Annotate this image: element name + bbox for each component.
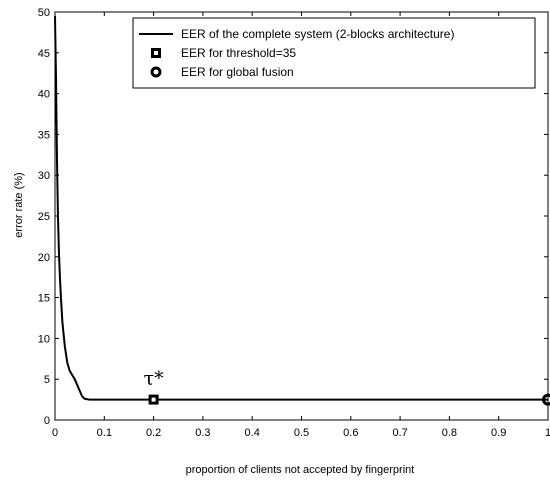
x-axis-label: proportion of clients not accepted by fi… [186,464,415,476]
axes: 0 0.1 0.2 0.3 0.4 0.5 0.6 0.7 0.8 0.9 105101520253… [38,7,550,439]
x-tick-label: 0.7 [392,427,407,439]
x-tick-label: 0.2 [146,427,161,439]
x-tick-label: 0.1 [97,427,112,439]
x-tick-label: 0 [52,427,58,439]
square-marker-center [151,397,156,402]
plot-area: τ* [54,16,550,406]
y-tick-label: 30 [38,170,50,182]
y-tick-label: 40 [38,89,50,101]
y-tick-label: 25 [38,211,50,223]
y-tick-label: 5 [44,374,50,386]
legend-entry-label: EER for global fusion [181,65,294,79]
x-tick-label: 0.8 [442,427,457,439]
series-line [54,16,548,401]
x-tick-label: 0.4 [245,427,260,439]
y-tick-label: 15 [38,293,50,305]
legend: EER of the complete system (2-blocks arc… [132,17,536,89]
y-tick-label: 20 [38,252,50,264]
x-tick-label: 0.6 [343,427,358,439]
circle-marker [542,393,550,406]
legend-box [132,17,536,89]
x-tick-label: 0.3 [195,427,210,439]
y-tick-label: 0 [44,415,50,427]
legend-square-swatch-center [154,51,158,55]
y-axis-label: error rate (%) [13,172,25,237]
legend-circle-swatch [150,66,162,78]
legend-entry-label: EER for threshold=35 [181,46,296,60]
y-tick-label: 45 [38,48,50,60]
y-tick-label: 50 [38,7,50,19]
y-tick-label: 10 [38,333,50,345]
tau-star-annotation: τ* [144,368,165,390]
y-tick-label: 35 [38,129,50,141]
x-tick-label: 1 [545,427,550,439]
x-tick-label: 0.9 [491,427,506,439]
legend-entry-label: EER of the complete system (2-blocks arc… [181,27,454,41]
x-tick-label: 0.5 [294,427,309,439]
